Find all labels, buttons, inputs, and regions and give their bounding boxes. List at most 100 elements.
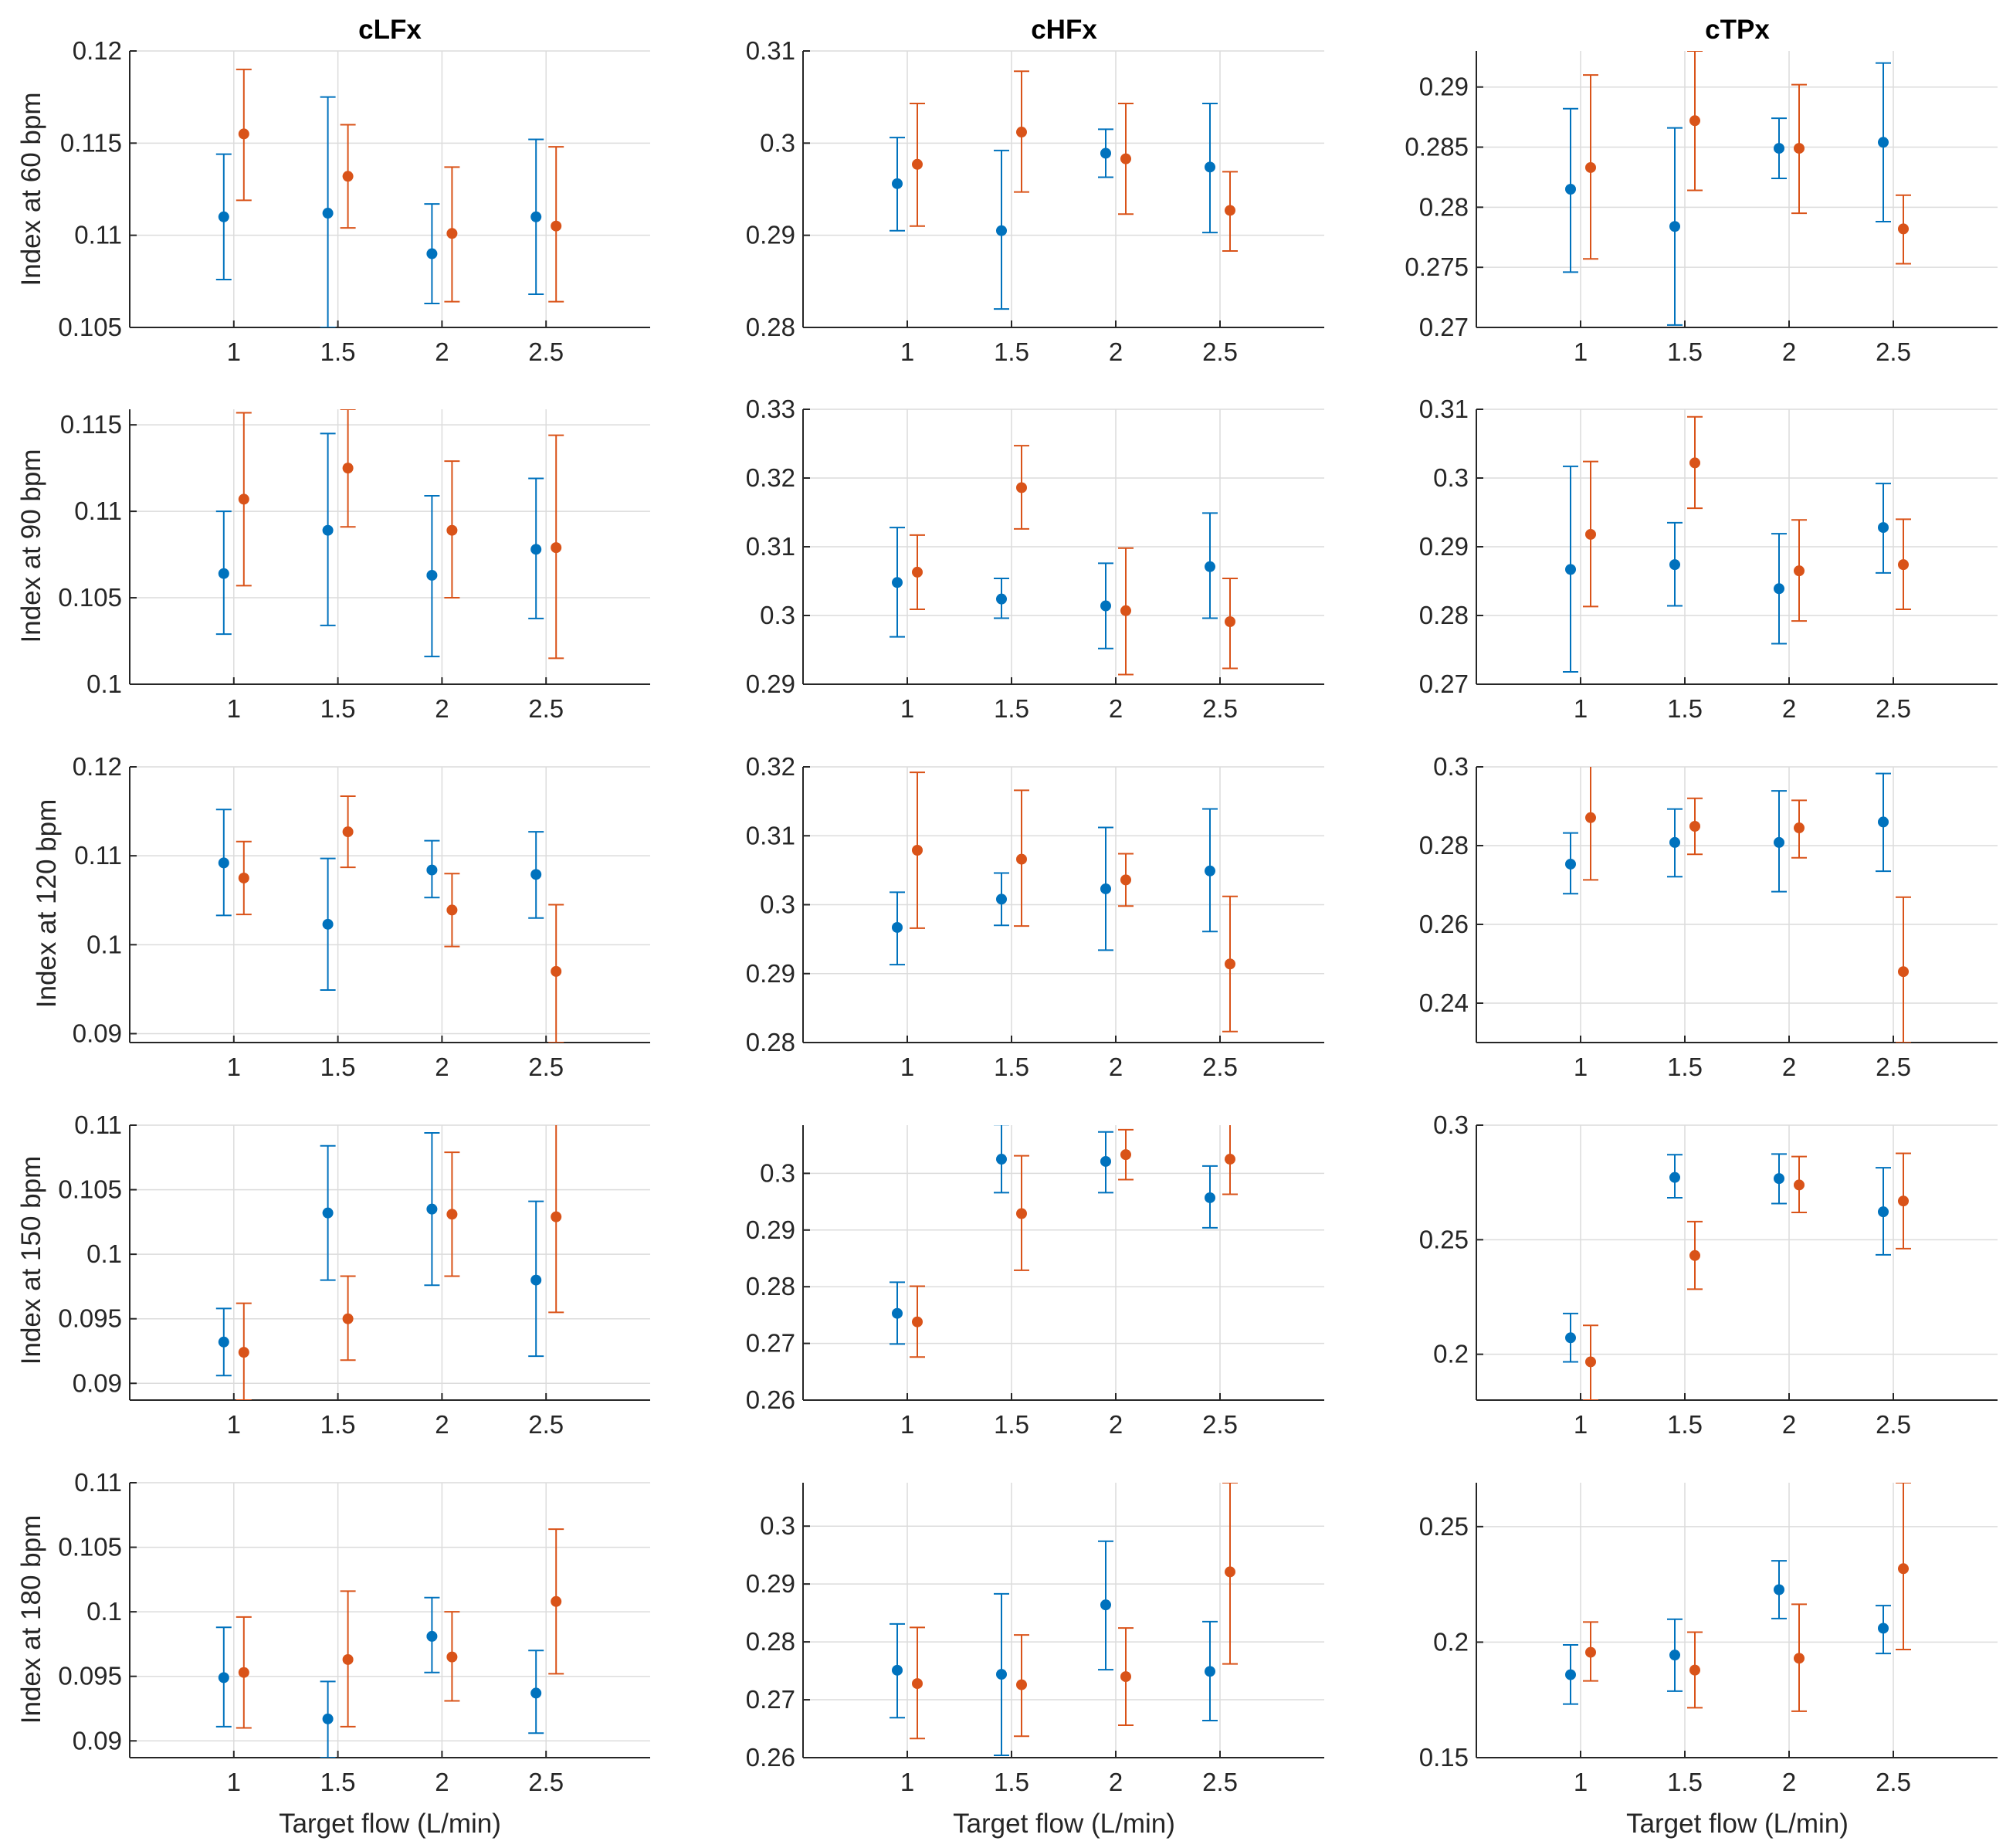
series-1-point — [322, 1713, 334, 1724]
series-2-point — [1225, 616, 1235, 628]
x-tick-label: 1.5 — [994, 1768, 1029, 1796]
y-tick-label: 0.25 — [1419, 1225, 1469, 1253]
series-1-point — [1878, 816, 1889, 828]
series-2-point — [912, 566, 923, 578]
panel-r1-c1: 0.105 0.11 0.115 0.12 1 1.5 2 2.5 — [58, 36, 650, 366]
y-tick-label: 0.29 — [746, 959, 795, 988]
x-tick-label: 2.5 — [1876, 1053, 1911, 1081]
y-tick-label: 0.28 — [746, 1028, 795, 1056]
series-1-point — [996, 593, 1007, 605]
series-1-point — [1878, 1206, 1889, 1218]
x-tick-label: 1 — [900, 1410, 914, 1439]
series-1-point — [1100, 1155, 1111, 1167]
panel-r4-c3: 0.2 0.25 0.3 1 1.5 2 2.5 — [1419, 1110, 1998, 1439]
y-tick-label: 0.11 — [74, 841, 122, 870]
y-tick-label: 0.27 — [1419, 670, 1469, 698]
panel-data — [890, 70, 1238, 310]
series-2-point — [1794, 822, 1805, 834]
series-2-point — [551, 220, 562, 232]
x-tick-label: 2 — [435, 1768, 449, 1796]
series-2-point — [446, 1651, 458, 1663]
series-2-point — [551, 1595, 562, 1607]
series-1-point — [996, 893, 1007, 905]
series-1-point — [996, 225, 1007, 236]
series-1-point — [218, 568, 229, 579]
column-title-clfx: cLFx — [358, 15, 422, 45]
column-title-chfx: cHFx — [1031, 15, 1097, 45]
panel-data — [1563, 1152, 1911, 1400]
y-tick-label: 0.26 — [746, 1385, 795, 1414]
series-1-point — [892, 178, 903, 189]
x-tick-label: 2.5 — [1876, 1768, 1911, 1796]
x-tick-label: 1 — [227, 1053, 241, 1081]
panel-data — [215, 409, 564, 660]
y-tick-label: 0.105 — [58, 583, 122, 612]
x-tick-label: 1.5 — [994, 694, 1029, 723]
panel-data — [1563, 51, 1911, 326]
series-1-point — [426, 569, 438, 581]
series-1-point — [1669, 559, 1680, 571]
x-tick-label: 1 — [227, 694, 241, 723]
series-1-point — [1205, 161, 1215, 173]
y-tick-label: 0.3 — [760, 890, 795, 919]
panel-r5-c2: 0.26 0.27 0.28 0.29 0.3 1 1.5 2 2.5 — [746, 1483, 1324, 1796]
series-2-point — [342, 1313, 354, 1324]
series-2-point — [1689, 115, 1700, 127]
series-1-point — [1565, 184, 1576, 195]
series-2-point — [1898, 559, 1909, 571]
y-tick-label: 0.27 — [746, 1329, 795, 1358]
x-tick-label: 1.5 — [320, 337, 356, 366]
series-2-point — [238, 872, 249, 883]
x-tick-label: 2 — [435, 694, 449, 723]
y-tick-label: 0.3 — [760, 601, 795, 629]
y-tick-label: 0.32 — [746, 463, 795, 492]
series-1-point — [530, 869, 542, 880]
ylabel-180-bpm: Index at 180 bpm — [16, 1515, 46, 1724]
y-tick-label: 0.275 — [1405, 253, 1469, 281]
y-tick-label: 0.1 — [86, 930, 122, 958]
panel-r3-c3: 0.24 0.26 0.28 0.3 1 1.5 2 2.5 — [1419, 752, 1998, 1081]
x-tick-label: 1.5 — [320, 694, 356, 723]
y-tick-label: 0.29 — [746, 221, 795, 249]
series-2-point — [1898, 966, 1909, 978]
y-tick-label: 0.3 — [1433, 463, 1469, 492]
y-tick-label: 0.3 — [760, 128, 795, 157]
x-tick-label: 1 — [900, 337, 914, 366]
ylabel-120-bpm: Index at 120 bpm — [32, 799, 62, 1008]
y-tick-label: 0.26 — [746, 1743, 795, 1772]
x-tick-label: 1 — [1574, 694, 1588, 723]
y-tick-label: 0.3 — [1433, 1110, 1469, 1139]
y-tick-label: 0.1 — [86, 670, 122, 698]
panel-data — [215, 1528, 564, 1758]
series-2-point — [342, 1653, 354, 1665]
panel-data — [1563, 415, 1911, 673]
series-2-point — [1120, 1149, 1131, 1161]
x-tick-label: 2.5 — [1876, 337, 1911, 366]
series-1-point — [892, 1664, 903, 1676]
y-tick-label: 0.28 — [1419, 831, 1469, 860]
series-1-point — [892, 577, 903, 588]
y-tick-label: 0.28 — [746, 313, 795, 341]
series-2-point — [238, 493, 249, 505]
series-1-point — [892, 921, 903, 933]
panel-r3-c2: 0.28 0.29 0.3 0.31 0.32 1 1.5 2 2.5 — [746, 752, 1324, 1081]
x-tick-label: 1 — [900, 1053, 914, 1081]
xlabel-col-3: Target flow (L/min) — [1626, 1809, 1849, 1839]
series-1-point — [996, 1669, 1007, 1680]
y-tick-label: 0.105 — [58, 313, 122, 341]
panel-r2-c2: 0.29 0.3 0.31 0.32 0.33 1 1.5 2 2.5 — [746, 395, 1324, 723]
x-tick-label: 1.5 — [1667, 1768, 1703, 1796]
y-tick-label: 0.28 — [1419, 192, 1469, 221]
series-1-point — [1669, 836, 1680, 848]
y-tick-label: 0.11 — [74, 497, 122, 525]
y-tick-label: 0.12 — [73, 752, 122, 781]
series-2-point — [342, 826, 354, 838]
x-tick-label: 1.5 — [320, 1410, 356, 1439]
x-tick-label: 2.5 — [1202, 337, 1238, 366]
series-2-point — [1585, 1356, 1596, 1368]
x-tick-label: 1 — [227, 1410, 241, 1439]
y-tick-label: 0.28 — [746, 1627, 795, 1656]
series-1-point — [1100, 883, 1111, 894]
series-2-point — [551, 965, 562, 977]
